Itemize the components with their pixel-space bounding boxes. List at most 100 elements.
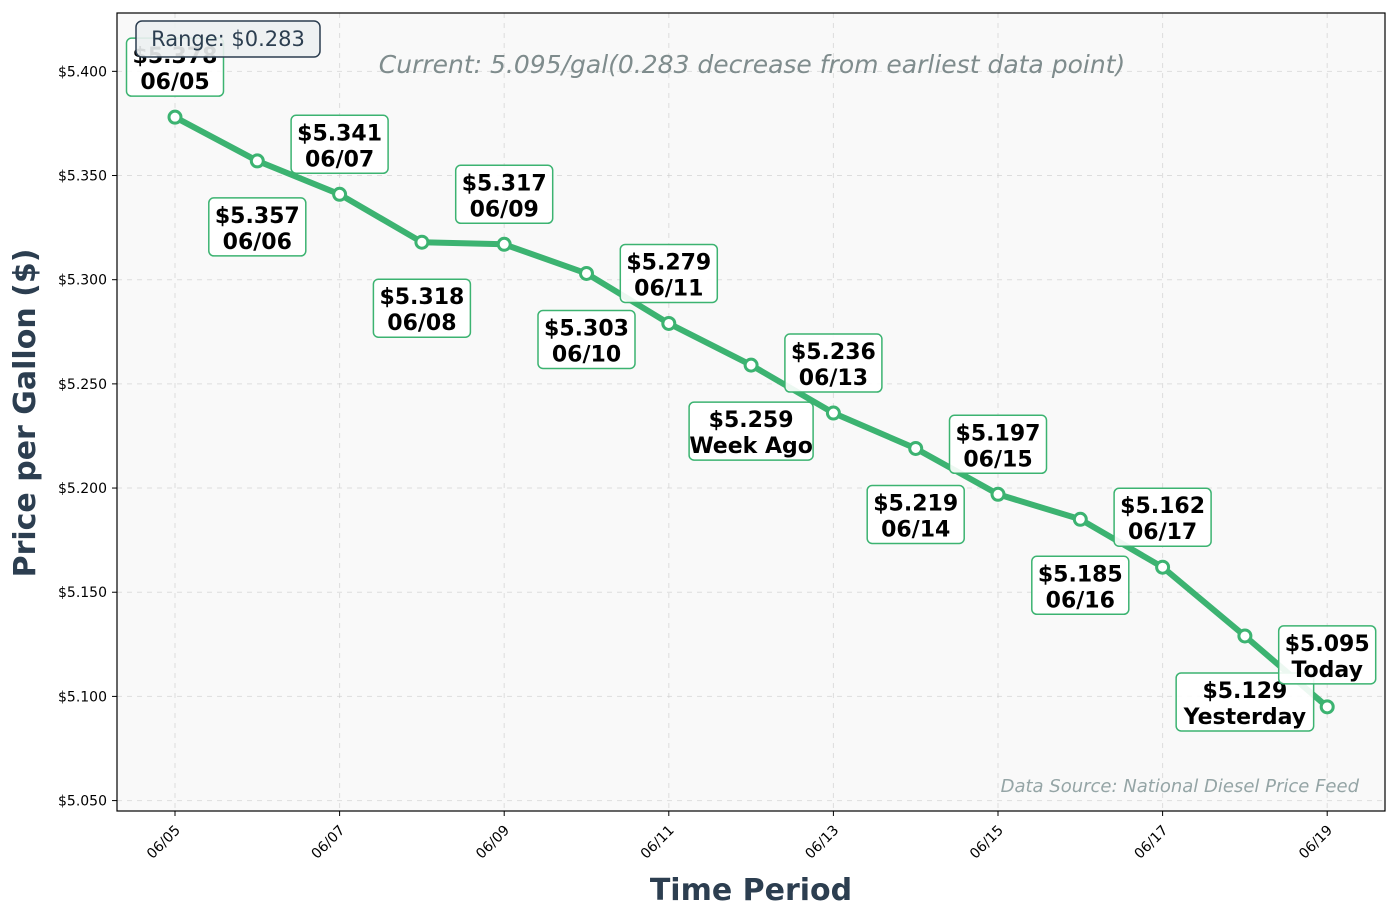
annotation-date: 06/10 [552,342,621,367]
x-tick-label: 06/13 [802,823,842,863]
annotation-date: 06/09 [470,197,539,222]
data-point [661,315,677,331]
y-tick-label: $5.400 [58,64,107,80]
y-axis: $5.050 $5.100 $5.150 $5.200 $5.250 $5.300 $5.3… [58,64,117,810]
range-box: Range: $0.283 [135,20,321,58]
annotation-box [290,114,389,175]
data-points [167,109,1335,715]
annotation-box [1031,555,1130,616]
x-tick-label: 06/19 [1296,823,1336,863]
data-point [908,440,924,456]
annotation-date: 06/08 [387,311,456,336]
annotation-date: 06/11 [634,276,703,301]
annotation-price: $5.162 [1120,494,1205,519]
range-label: Range: $0.283 [151,27,305,51]
annotation-box [948,414,1048,475]
annotation-date: 06/15 [963,447,1032,472]
annotation-price: $5.357 [215,204,300,229]
x-tick-label: 06/17 [1132,823,1172,863]
plot-frame [116,12,1386,812]
data-point [1072,511,1088,527]
y-tick-label: $5.350 [58,169,107,185]
annotation-box [1113,487,1212,547]
annotation-box [784,333,883,393]
data-point [1319,699,1335,715]
annotation-box [1277,625,1377,685]
x-axis: 06/05 06/07 06/09 06/11 06/13 06/15 06/17 06/19 [144,811,1336,862]
data-point [990,486,1006,502]
data-point [579,265,594,281]
data-point [332,186,348,202]
y-axis-title: Price per Gallon ($) [8,249,43,578]
x-tick-label: 06/05 [144,823,184,863]
annotation-price: $5.279 [626,250,711,275]
data-point [167,109,183,125]
annotation-date: 06/05 [140,70,209,95]
data-point [249,153,265,169]
annotation-date: 06/06 [223,230,292,255]
annotation-box [537,309,636,370]
x-tick-label: 06/07 [309,823,349,863]
annotation-box [619,243,719,304]
current-price-note: Current: 5.095/gal(0.283 decrease from e… [379,50,1125,79]
data-point [414,234,430,250]
annotation-box [688,401,814,461]
annotation-price: $5.185 [1038,562,1123,587]
data-point [825,405,841,421]
annotation-date: Today [1291,658,1362,683]
annotation-price: $5.219 [873,491,958,516]
data-point [496,236,512,252]
annotation-date: 06/17 [1128,520,1197,545]
data-point [743,357,759,373]
annotation-price: $5.303 [544,316,629,341]
data-point [1155,559,1171,575]
annotation-price: $5.236 [791,340,876,365]
x-tick-label: 06/15 [967,823,1007,863]
y-tick-label: $5.300 [58,273,107,289]
annotation-price: $5.317 [462,171,547,196]
annotation-price: $5.259 [709,408,794,433]
annotation-date: Yesterday [1183,705,1306,730]
y-tick-label: $5.100 [58,689,107,705]
annotation-box [454,164,554,225]
annotation-price: $5.197 [956,421,1041,446]
annotation-date: 06/16 [1046,588,1115,613]
y-tick-label: $5.150 [58,585,107,601]
x-tick-label: 06/09 [473,823,513,863]
grid-lines [117,13,1385,811]
annotation-box [208,197,307,257]
annotation-date: Week Ago [689,434,813,459]
annotation-date: 06/07 [305,147,374,172]
annotation-price: $5.341 [297,121,382,146]
annotation-date: 06/14 [881,517,950,542]
y-tick-label: $5.200 [58,481,107,497]
x-axis-title: Time Period [650,873,852,908]
annotation-date: 06/13 [799,366,868,391]
x-tick-label: 06/11 [638,823,678,863]
data-source-note: Data Source: National Diesel Price Feed [1001,776,1360,797]
annotation-box [372,278,472,338]
y-tick-label: $5.050 [58,794,107,810]
annotation-box [1175,672,1315,732]
annotation-box [866,484,965,545]
data-point [1237,628,1253,644]
y-tick-label: $5.250 [58,377,107,393]
annotation-price: $5.129 [1202,679,1287,704]
annotation-price: $5.095 [1285,632,1370,657]
annotation-price: $5.318 [379,285,464,310]
